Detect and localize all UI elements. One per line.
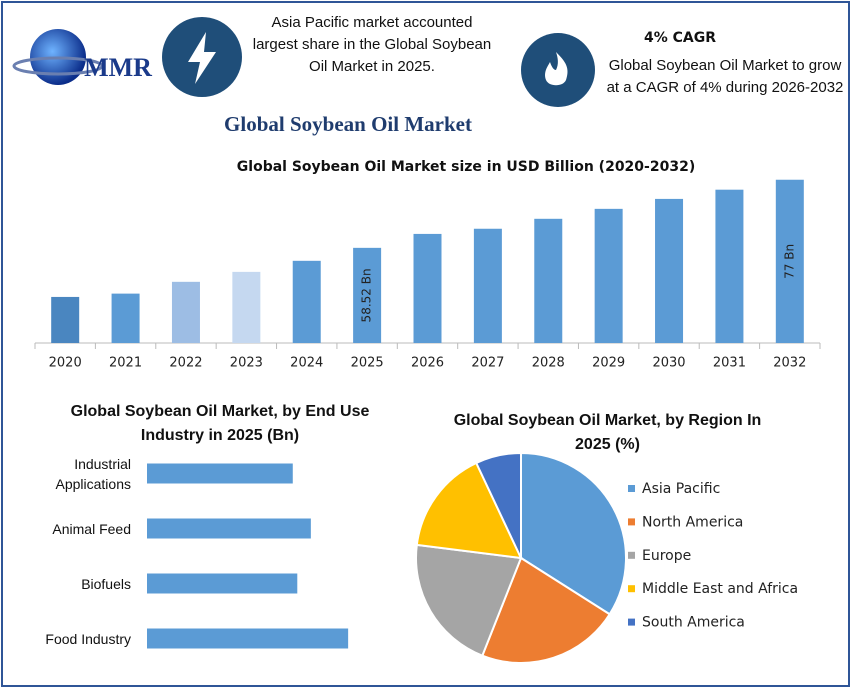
bar bbox=[232, 271, 261, 343]
legend-label: South America bbox=[642, 615, 745, 631]
value-label: 58.52 Bn bbox=[360, 268, 374, 322]
bar bbox=[147, 573, 298, 594]
bar bbox=[775, 179, 804, 343]
bar bbox=[147, 463, 293, 484]
bolt-icon bbox=[188, 32, 216, 84]
bar bbox=[111, 293, 140, 343]
x-tick-label: 2028 bbox=[532, 356, 565, 371]
bar bbox=[353, 247, 382, 343]
bar bbox=[413, 233, 442, 343]
legend-swatch bbox=[628, 618, 635, 626]
legend-swatch bbox=[628, 585, 635, 593]
legend-label: North America bbox=[642, 514, 743, 530]
highlight-text: Asia Pacific market accounted largest sh… bbox=[252, 14, 492, 75]
x-tick-label: 2029 bbox=[592, 356, 625, 371]
bar bbox=[147, 518, 311, 539]
pie-slice bbox=[415, 461, 523, 560]
bar bbox=[51, 296, 80, 343]
legend-swatch bbox=[628, 551, 635, 559]
y-tick-label: Animal Feed bbox=[52, 520, 131, 537]
legend-swatch bbox=[628, 518, 635, 526]
pie-slice bbox=[415, 543, 523, 657]
bar bbox=[534, 218, 563, 343]
legend-swatch bbox=[628, 485, 635, 492]
x-tick-label: 2032 bbox=[773, 356, 806, 371]
bar bbox=[715, 189, 744, 343]
x-tick-label: 2024 bbox=[290, 356, 323, 371]
bar bbox=[655, 198, 684, 343]
bar bbox=[147, 628, 349, 649]
x-tick-label: 2026 bbox=[411, 356, 444, 371]
bar bbox=[473, 228, 502, 343]
y-tick-label: Industrial Applications bbox=[55, 455, 132, 492]
chart-title: Global Soybean Oil Market size in USD Bi… bbox=[237, 159, 695, 175]
logo-ring bbox=[12, 56, 104, 76]
x-tick-label: 2020 bbox=[49, 356, 82, 371]
value-label: 77 Bn bbox=[782, 244, 796, 279]
y-tick-label: Biofuels bbox=[81, 575, 131, 592]
x-tick-label: 2023 bbox=[230, 356, 263, 371]
logo-text: MMR bbox=[84, 53, 152, 82]
x-tick-label: 2027 bbox=[471, 356, 504, 371]
chart-title: Global Soybean Oil Market, by End Use In… bbox=[70, 403, 370, 444]
x-tick-label: 2031 bbox=[713, 356, 746, 371]
x-tick-label: 2021 bbox=[109, 356, 142, 371]
cagr-title: 4% CAGR bbox=[644, 30, 716, 46]
y-tick-label: Food Industry bbox=[45, 630, 131, 647]
legend-label: Europe bbox=[642, 548, 691, 564]
bar bbox=[594, 208, 623, 343]
flame-icon bbox=[545, 52, 568, 86]
legend-label: Asia Pacific bbox=[642, 481, 720, 497]
main-title: Global Soybean Oil Market bbox=[224, 112, 472, 136]
bar bbox=[292, 260, 321, 343]
highlight-text: Global Soybean Oil Market to grow at a C… bbox=[606, 57, 844, 96]
x-tick-label: 2025 bbox=[351, 356, 384, 371]
x-tick-label: 2030 bbox=[652, 356, 685, 371]
legend-label: Middle East and Africa bbox=[642, 581, 798, 597]
x-tick-label: 2022 bbox=[169, 356, 202, 371]
pie-slice bbox=[474, 451, 522, 559]
chart-title: Global Soybean Oil Market, by Region In … bbox=[453, 412, 762, 453]
pie-slice bbox=[481, 556, 612, 664]
bar bbox=[171, 281, 200, 343]
